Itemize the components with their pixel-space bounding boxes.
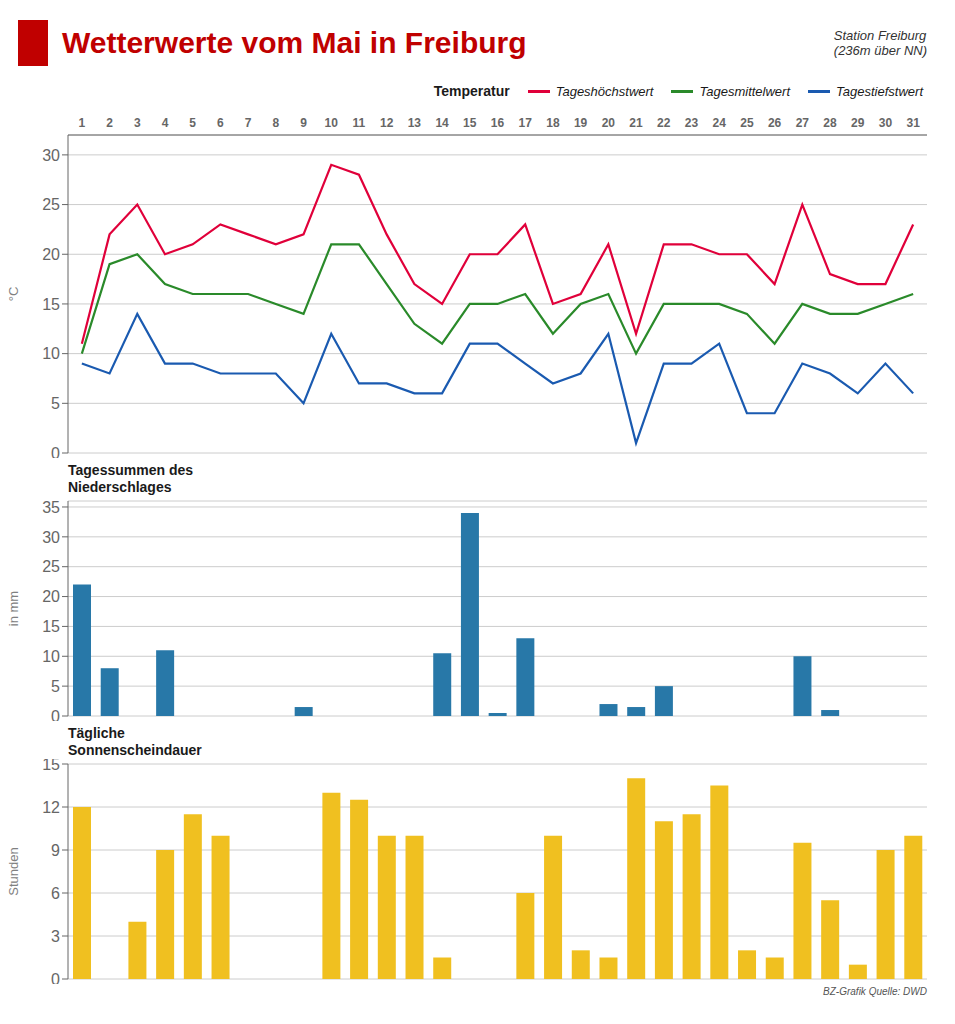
svg-text:23: 23: [685, 116, 699, 130]
svg-text:7: 7: [245, 116, 252, 130]
svg-text:10: 10: [42, 345, 60, 362]
svg-text:10: 10: [42, 648, 60, 665]
html-text:BZ-Grafik Quelle: DWD: BZ-Grafik Quelle: DWD: [823, 986, 927, 997]
svg-text:30: 30: [42, 529, 60, 546]
svg-text:5: 5: [189, 116, 196, 130]
html-text:(236m über NN): (236m über NN): [833, 43, 927, 58]
svg-text:3: 3: [51, 928, 60, 945]
svg-text:17: 17: [519, 116, 533, 130]
svg-text:22: 22: [657, 116, 671, 130]
svg-text:6: 6: [217, 116, 224, 130]
svg-text:26: 26: [768, 116, 782, 130]
svg-text:2: 2: [106, 116, 113, 130]
svg-text:25: 25: [42, 196, 60, 213]
svg-text:12: 12: [380, 116, 394, 130]
html-text:Tagestiefstwert: Tagestiefstwert: [836, 83, 923, 99]
svg-text:25: 25: [42, 558, 60, 575]
svg-text:9: 9: [51, 842, 60, 859]
svg-text:6: 6: [51, 885, 60, 902]
svg-text:29: 29: [851, 116, 865, 130]
svg-text:5: 5: [51, 678, 60, 695]
svg-text:0: 0: [51, 445, 60, 458]
svg-text:1: 1: [79, 116, 86, 130]
html-text:Niederschlages: Niederschlages: [68, 479, 172, 495]
html-text:Tagesmittelwert: Tagesmittelwert: [699, 83, 790, 99]
svg-text:Stunden: Stunden: [8, 847, 21, 895]
svg-text:in mm: in mm: [8, 591, 21, 626]
svg-text:25: 25: [740, 116, 754, 130]
html-text:Sonnenscheindauer: Sonnenscheindauer: [68, 742, 202, 758]
svg-text:31: 31: [906, 116, 920, 130]
svg-text:16: 16: [491, 116, 505, 130]
svg-text:9: 9: [300, 116, 307, 130]
svg-text:30: 30: [879, 116, 893, 130]
svg-text:20: 20: [602, 116, 616, 130]
svg-text:30: 30: [42, 147, 60, 164]
svg-text:35: 35: [42, 499, 60, 516]
svg-text:18: 18: [546, 116, 560, 130]
svg-text:15: 15: [42, 618, 60, 635]
svg-text:15: 15: [42, 759, 60, 773]
svg-text:3: 3: [134, 116, 141, 130]
svg-text:20: 20: [42, 588, 60, 605]
svg-text:15: 15: [463, 116, 477, 130]
svg-text:14: 14: [435, 116, 449, 130]
svg-text:13: 13: [408, 116, 422, 130]
svg-text:4: 4: [162, 116, 169, 130]
svg-text:0: 0: [51, 971, 60, 984]
html-text:Tägliche: Tägliche: [68, 725, 125, 741]
svg-text:21: 21: [629, 116, 643, 130]
svg-text:°C: °C: [8, 287, 21, 302]
html-text:Tageshöchstwert: Tageshöchstwert: [555, 83, 654, 99]
svg-text:12: 12: [42, 799, 60, 816]
svg-text:15: 15: [42, 296, 60, 313]
svg-text:11: 11: [353, 116, 366, 130]
html-text:Temperatur: Temperatur: [433, 83, 510, 99]
svg-text:5: 5: [51, 395, 60, 412]
svg-text:10: 10: [325, 116, 339, 130]
html-text:Station Freiburg: Station Freiburg: [833, 28, 927, 43]
svg-text:0: 0: [51, 708, 60, 721]
svg-text:24: 24: [712, 116, 726, 130]
svg-text:8: 8: [272, 116, 279, 130]
svg-text:28: 28: [823, 116, 837, 130]
html-text:Wetterwerte vom Mai in Freibur: Wetterwerte vom Mai in Freiburg: [62, 26, 527, 59]
svg-text:20: 20: [42, 246, 60, 263]
svg-text:19: 19: [574, 116, 588, 130]
svg-text:27: 27: [796, 116, 810, 130]
html-text:Tagessummen des: Tagessummen des: [68, 462, 193, 478]
